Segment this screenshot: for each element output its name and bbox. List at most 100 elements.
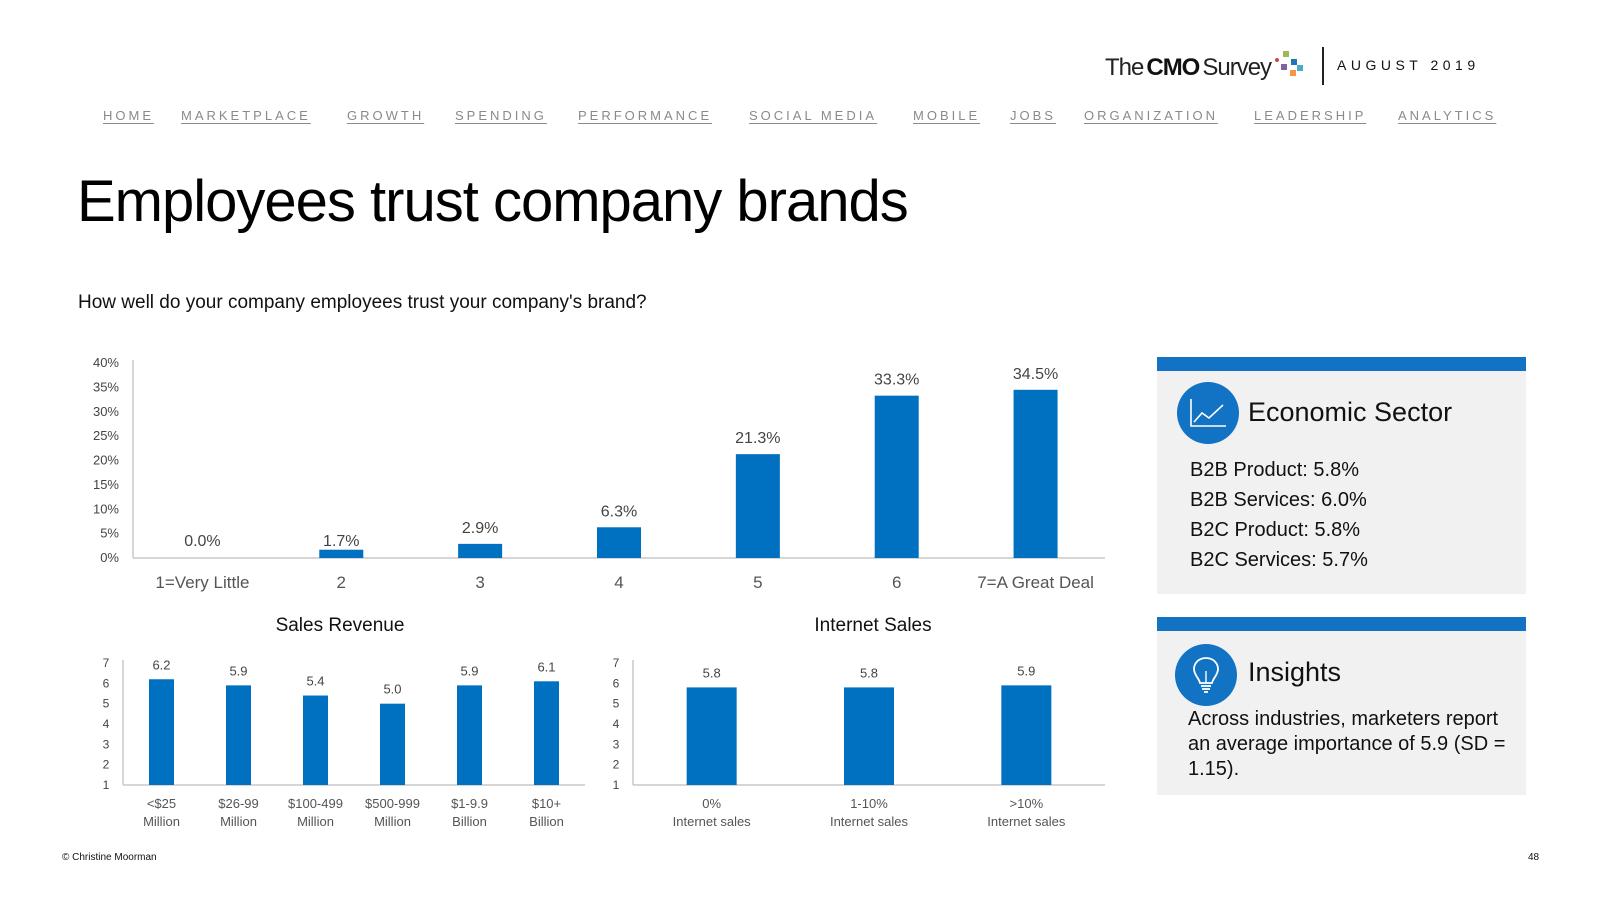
sales-revenue-bar bbox=[303, 695, 328, 785]
sales-revenue-y-tick-label: 3 bbox=[103, 737, 110, 751]
sales-revenue-category-label: Million bbox=[143, 814, 180, 829]
internet-sales-data-label: 5.8 bbox=[703, 665, 721, 680]
trust-data-label: 1.7% bbox=[323, 533, 359, 550]
panel-accent-bar bbox=[1157, 357, 1526, 371]
nav-leadership[interactable]: LEADERSHIP bbox=[1254, 108, 1367, 123]
internet-sales-y-tick-label: 7 bbox=[613, 656, 620, 670]
sales-revenue-y-tick-label: 5 bbox=[103, 697, 110, 711]
panel-accent-bar bbox=[1157, 617, 1526, 631]
trust-category-label: 6 bbox=[892, 573, 901, 592]
internet-sales-y-tick-label: 1 bbox=[613, 778, 620, 792]
trust-data-label: 34.5% bbox=[1013, 366, 1058, 383]
trust-y-tick-label: 5% bbox=[100, 526, 119, 541]
trust-category-label: 1=Very Little bbox=[155, 573, 249, 592]
top-navigation: HOME MARKETPLACE GROWTH SPENDING PERFORM… bbox=[0, 108, 1600, 128]
internet-sales-y-tick-label: 4 bbox=[613, 717, 620, 731]
sales-revenue-category-label: $500-999 bbox=[365, 796, 420, 811]
internet-sales-bar bbox=[844, 687, 894, 785]
nav-jobs[interactable]: JOBS bbox=[1010, 108, 1056, 123]
nav-organization[interactable]: ORGANIZATION bbox=[1084, 108, 1218, 123]
trust-y-tick-label: 35% bbox=[93, 379, 119, 394]
trust-bar bbox=[735, 454, 780, 558]
logo-dots-icon bbox=[1273, 50, 1307, 82]
internet-sales-bar bbox=[1001, 685, 1052, 785]
trust-y-tick-label: 10% bbox=[93, 501, 119, 516]
internet-sales-data-label: 5.8 bbox=[860, 665, 878, 680]
trust-data-label: 21.3% bbox=[735, 430, 780, 447]
sales-revenue-category-label: $1-9.9 bbox=[451, 796, 488, 811]
trust-y-tick-label: 25% bbox=[93, 428, 119, 443]
logo-the: The bbox=[1105, 54, 1144, 81]
trust-category-label: 7=A Great Deal bbox=[977, 573, 1094, 592]
sales-revenue-bar bbox=[534, 681, 559, 785]
survey-question: How well do your company employees trust… bbox=[78, 292, 647, 313]
trust-data-label: 33.3% bbox=[874, 372, 919, 389]
trust-bar bbox=[319, 549, 364, 558]
sales-revenue-category-label: Million bbox=[374, 814, 411, 829]
internet-sales-category-label: Internet sales bbox=[673, 814, 752, 829]
internet-sales-title: Internet Sales bbox=[814, 615, 932, 636]
nav-performance[interactable]: PERFORMANCE bbox=[578, 108, 713, 123]
internet-sales-y-tick-label: 2 bbox=[613, 758, 620, 772]
trust-data-label: 6.3% bbox=[601, 503, 637, 520]
page-number: 48 bbox=[1528, 852, 1540, 863]
sales-revenue-bar bbox=[149, 679, 174, 785]
sales-revenue-y-tick-label: 6 bbox=[103, 676, 110, 690]
nav-spending[interactable]: SPENDING bbox=[455, 108, 547, 123]
nav-marketplace[interactable]: MARKETPLACE bbox=[181, 108, 311, 123]
trust-y-tick-label: 20% bbox=[93, 453, 119, 468]
trust-y-tick-label: 0% bbox=[100, 550, 119, 565]
trust-y-tick-label: 30% bbox=[93, 404, 119, 419]
internet-sales-category-label: 1-10% bbox=[850, 796, 888, 811]
sales-revenue-category-label: <$25 bbox=[147, 796, 176, 811]
sales-revenue-y-tick-label: 1 bbox=[103, 778, 110, 792]
sales-revenue-y-tick-label: 2 bbox=[103, 758, 110, 772]
trust-bar bbox=[1013, 389, 1058, 558]
page-title: Employees trust company brands bbox=[77, 169, 909, 234]
nav-social-media[interactable]: SOCIAL MEDIA bbox=[749, 108, 877, 123]
sales-revenue-category-label: Million bbox=[297, 814, 334, 829]
list-item: B2B Product: 5.8% bbox=[1190, 459, 1359, 481]
sales-revenue-category-label: Million bbox=[220, 814, 257, 829]
insights-title: Insights bbox=[1248, 657, 1342, 687]
trust-y-tick-label: 40% bbox=[93, 355, 119, 370]
trust-bar bbox=[874, 395, 919, 558]
economic-sector-panel: Economic Sector B2B Product: 5.8% B2B Se… bbox=[1157, 357, 1526, 594]
sales-revenue-category-label: $10+ bbox=[532, 796, 561, 811]
trust-category-label: 4 bbox=[614, 573, 623, 592]
list-item: B2C Services: 5.7% bbox=[1190, 549, 1368, 571]
economic-sector-title: Economic Sector bbox=[1248, 397, 1453, 427]
trust-category-label: 2 bbox=[337, 573, 346, 592]
trust-data-label: 0.0% bbox=[184, 533, 220, 550]
lightbulb-icon bbox=[1175, 644, 1237, 706]
sales-revenue-data-label: 5.0 bbox=[383, 682, 401, 697]
nav-growth[interactable]: GROWTH bbox=[347, 108, 425, 123]
internet-sales-category-label: Internet sales bbox=[830, 814, 909, 829]
sales-revenue-category-label: Billion bbox=[529, 814, 564, 829]
sales-revenue-y-tick-label: 4 bbox=[103, 717, 110, 731]
internet-sales-category-label: >10% bbox=[1010, 796, 1044, 811]
nav-mobile[interactable]: MOBILE bbox=[913, 108, 981, 123]
sales-revenue-title: Sales Revenue bbox=[275, 615, 405, 636]
logo-cmo: CMO bbox=[1146, 54, 1200, 81]
nav-analytics[interactable]: ANALYTICS bbox=[1398, 108, 1497, 123]
header-divider bbox=[1322, 47, 1324, 85]
sales-revenue-data-label: 5.9 bbox=[460, 663, 478, 678]
sales-revenue-data-label: 5.9 bbox=[229, 663, 247, 678]
sales-revenue-data-label: 6.2 bbox=[152, 657, 170, 672]
list-item: B2B Services: 6.0% bbox=[1190, 489, 1367, 511]
sales-revenue-category-label: Billion bbox=[452, 814, 487, 829]
trust-bar bbox=[597, 527, 641, 558]
nav-home[interactable]: HOME bbox=[103, 108, 154, 123]
sales-revenue-y-tick-label: 7 bbox=[103, 656, 110, 670]
sales-revenue-bar bbox=[380, 703, 405, 785]
list-item: B2C Product: 5.8% bbox=[1190, 519, 1361, 541]
internet-sales-category-label: Internet sales bbox=[987, 814, 1066, 829]
internet-sales-category-label: 0% bbox=[702, 796, 721, 811]
internet-sales-data-label: 5.9 bbox=[1017, 663, 1035, 678]
copyright: © Christine Moorman bbox=[62, 852, 157, 863]
insights-text: Across industries, marketers report an a… bbox=[1188, 708, 1506, 780]
logo-survey: Survey bbox=[1202, 54, 1272, 81]
survey-date: AUGUST 2019 bbox=[1337, 57, 1480, 73]
internet-sales-y-tick-label: 3 bbox=[613, 737, 620, 751]
